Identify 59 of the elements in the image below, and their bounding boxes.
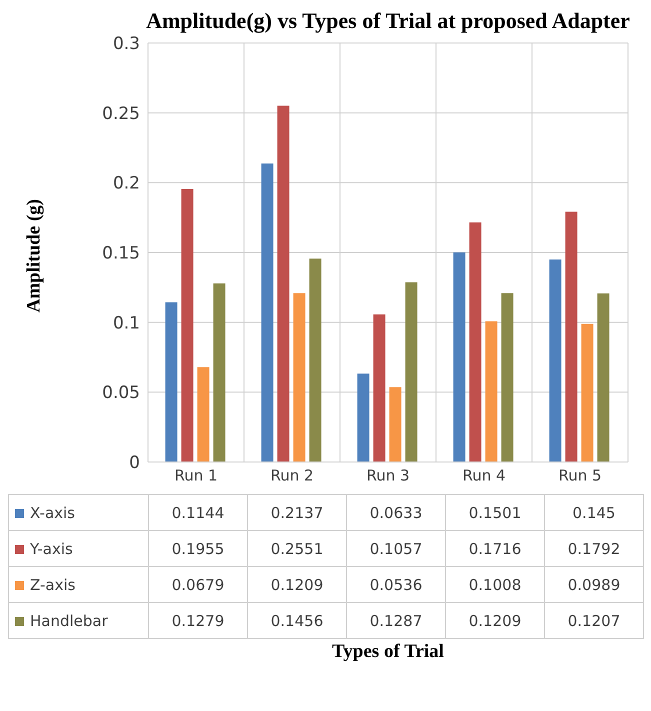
bar <box>261 164 274 462</box>
x-tick-label: Run 4 <box>462 466 506 485</box>
bar <box>357 374 370 462</box>
x-tick-label: Run 3 <box>366 466 410 485</box>
bar <box>197 367 210 462</box>
data-label: 0.1716 <box>446 530 544 566</box>
bar <box>277 106 290 462</box>
data-label: 0.0633 <box>346 494 446 530</box>
x-tick-label: Run 2 <box>270 466 314 485</box>
y-tick-label: 0.25 <box>102 104 140 124</box>
data-label: 0.0679 <box>148 566 248 602</box>
data-label: 0.1209 <box>446 602 544 638</box>
bar <box>181 188 194 462</box>
x-tick-label: Run 1 <box>174 466 218 485</box>
bar <box>501 293 514 462</box>
data-label: 0.1955 <box>148 530 248 566</box>
text: Types of Trial <box>331 641 445 663</box>
bar <box>405 282 418 462</box>
y-axis-title: Amplitude (g) <box>24 199 45 312</box>
data-label: 0.1501 <box>446 494 544 530</box>
data-label: 0.1279 <box>148 602 248 638</box>
y-tick-label: 0.15 <box>102 244 140 264</box>
data-label: 0.145 <box>544 494 644 530</box>
data-label: 0.1144 <box>148 494 248 530</box>
x-tick-label: Run 5 <box>558 466 602 485</box>
data-label: 0.2551 <box>248 530 346 566</box>
data-label: 0.1207 <box>544 602 644 638</box>
data-label: 0.1057 <box>346 530 446 566</box>
data-label: 0.1008 <box>446 566 544 602</box>
bar <box>453 252 466 462</box>
legend-label: Handlebar <box>8 602 148 638</box>
bar <box>469 222 482 462</box>
bar <box>549 259 562 462</box>
data-label: 0.1792 <box>544 530 644 566</box>
bar <box>485 321 498 462</box>
y-tick-label: 0.1 <box>112 313 140 334</box>
y-tick-label: 0 <box>129 453 140 474</box>
data-label: 0.1456 <box>248 602 346 638</box>
bar <box>373 314 386 462</box>
data-label: 0.0536 <box>346 566 446 602</box>
legend-label: Z-axis <box>8 566 148 602</box>
bar <box>565 212 578 462</box>
data-label: 0.1209 <box>248 566 346 602</box>
bar <box>389 387 402 462</box>
bar <box>293 293 306 462</box>
data-label: 0.1287 <box>346 602 446 638</box>
bar <box>309 258 322 462</box>
data-label: 0.0989 <box>544 566 644 602</box>
y-tick-label: 0.2 <box>112 174 140 194</box>
bar <box>213 283 226 462</box>
y-tick-label: 0.3 <box>112 34 140 54</box>
bar <box>165 302 178 462</box>
y-tick-label: 0.05 <box>102 383 140 404</box>
data-label: 0.2137 <box>248 494 346 530</box>
legend-label: Y-axis <box>8 530 148 566</box>
bar <box>597 293 610 462</box>
bar <box>581 324 594 462</box>
legend-label: X-axis <box>8 494 148 530</box>
chart-title: Amplitude(g) vs Types of Trial at proposed Adapter <box>145 8 631 33</box>
